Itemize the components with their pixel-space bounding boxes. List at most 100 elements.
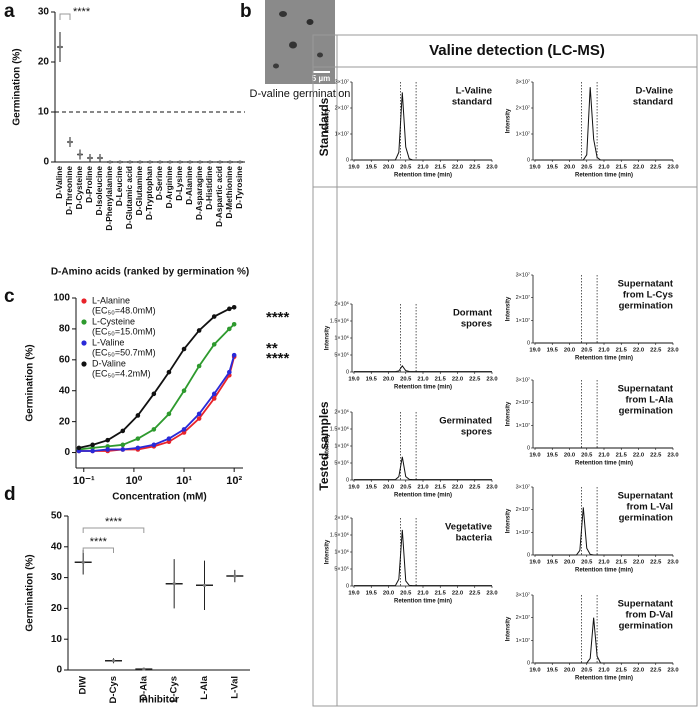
y-tick-label: 2×10⁶ xyxy=(334,408,349,415)
y-tick-label: 10 xyxy=(38,107,50,118)
x-tick-label: 19.0 xyxy=(348,591,359,597)
y-tick-label: 50 xyxy=(51,511,63,522)
y-axis-label: Intensity xyxy=(506,401,512,426)
x-tick-label: 20.0 xyxy=(564,453,575,459)
y-tick-label: 0 xyxy=(346,157,349,163)
y-axis-label: Intensity xyxy=(506,508,512,533)
data-point xyxy=(172,582,176,586)
x-tick-label: 20.5 xyxy=(581,560,593,566)
x-tick-label: 19.0 xyxy=(348,377,359,383)
x-tick-label: DIW xyxy=(78,676,89,695)
y-tick-label: 2×10⁷ xyxy=(516,104,530,111)
x-tick-label: 19.5 xyxy=(547,165,559,171)
y-tick-label: 60 xyxy=(59,354,71,365)
x-axis-label: Inhibitor xyxy=(139,695,179,706)
x-tick-label: 23.0 xyxy=(667,668,678,674)
x-tick-label: 10⁻¹ xyxy=(73,475,95,487)
data-point xyxy=(120,428,126,434)
significance-label: ** xyxy=(266,340,278,357)
data-point xyxy=(211,391,217,397)
x-tick-label: 22.0 xyxy=(452,485,463,491)
y-tick-label: 3×10⁷ xyxy=(516,483,530,490)
y-tick-label: 0 xyxy=(527,157,530,163)
y-tick-label: 0 xyxy=(346,583,349,589)
sample-label: Vegetative xyxy=(445,522,492,533)
x-tick-label: 19.0 xyxy=(529,668,540,674)
data-point xyxy=(142,667,146,671)
y-tick-label: 1×10⁷ xyxy=(516,130,530,137)
data-point xyxy=(228,160,232,164)
legend-marker xyxy=(81,340,87,346)
data-point xyxy=(227,326,232,332)
x-tick-label: 23.0 xyxy=(667,560,678,566)
data-point xyxy=(211,342,217,347)
x-tick-label: 19.5 xyxy=(547,453,559,459)
data-point xyxy=(166,369,172,375)
data-point xyxy=(151,427,157,432)
data-point xyxy=(181,388,187,394)
x-tick-label: 19.0 xyxy=(348,165,359,171)
data-point xyxy=(151,442,157,448)
x-tick-label: 22.5 xyxy=(469,377,481,383)
x-tick-label: 20.0 xyxy=(564,165,575,171)
chromatogram-trace xyxy=(535,87,673,161)
significance-label: **** xyxy=(90,536,108,548)
legend-marker xyxy=(81,319,87,325)
x-tick-label: D-Cysteine xyxy=(74,166,84,210)
x-tick-label: 19.5 xyxy=(366,165,378,171)
data-point xyxy=(76,445,82,451)
legend-label: (EC₅₀=15.0mM) xyxy=(92,326,156,336)
series-line xyxy=(78,354,236,452)
y-tick-label: 2×10⁷ xyxy=(516,399,530,406)
y-tick-label: 2×10⁷ xyxy=(516,294,530,301)
y-tick-label: 30 xyxy=(38,7,50,18)
x-tick-label: 20.5 xyxy=(581,348,593,354)
legend-marker xyxy=(81,298,87,304)
x-tick-label: D-Tyrosine xyxy=(234,166,244,209)
sample-label: germination xyxy=(619,406,674,417)
x-tick-label: 19.0 xyxy=(348,485,359,491)
x-tick-label: 20.5 xyxy=(400,377,412,383)
data-point xyxy=(135,436,141,441)
x-tick-label: D-Methionine xyxy=(224,166,234,219)
significance-bracket xyxy=(82,527,145,533)
x-tick-label: 21.5 xyxy=(435,591,447,597)
x-axis-label: Retention time (min) xyxy=(575,461,633,467)
sample-label: Dormant xyxy=(453,308,493,319)
x-tick-label: 19.5 xyxy=(366,377,378,383)
y-tick-label: 80 xyxy=(59,324,71,335)
data-point xyxy=(227,369,232,375)
sample-label: from L-Val xyxy=(627,502,673,513)
y-tick-label: 5×10⁵ xyxy=(334,351,349,358)
x-tick-label: 20.0 xyxy=(383,591,394,597)
y-tick-label: 1×10⁷ xyxy=(335,130,349,137)
y-axis-label: Intensity xyxy=(506,616,512,641)
data-point xyxy=(238,160,242,164)
y-tick-label: 1×10⁶ xyxy=(334,442,349,449)
panel-label: c xyxy=(4,286,15,307)
series-line xyxy=(78,356,236,452)
legend-marker xyxy=(81,361,87,367)
x-tick-label: 22.0 xyxy=(633,560,644,566)
y-tick-label: 1×10⁷ xyxy=(516,529,530,536)
sample-label: from L-Ala xyxy=(626,395,674,406)
sample-label: from L-Cys xyxy=(623,290,673,301)
x-tick-label: 20.5 xyxy=(581,165,593,171)
data-point xyxy=(218,160,222,164)
x-axis-label: Concentration (mM) xyxy=(112,492,206,503)
x-tick-label: D-Asparagine xyxy=(194,166,204,220)
panel-label: d xyxy=(4,484,16,505)
data-point xyxy=(211,314,217,319)
x-tick-label: D-Alanine xyxy=(184,166,194,205)
x-tick-label: D-Valine xyxy=(54,166,64,199)
data-point xyxy=(196,328,202,333)
data-point xyxy=(181,346,187,352)
x-tick-label: 23.0 xyxy=(667,165,678,171)
x-tick-label: 20.5 xyxy=(400,485,412,491)
data-point xyxy=(138,160,142,164)
y-tick-label: 2×10⁷ xyxy=(516,614,530,621)
x-tick-label: 10¹ xyxy=(176,475,192,487)
data-point xyxy=(118,160,122,164)
data-point xyxy=(166,411,172,417)
